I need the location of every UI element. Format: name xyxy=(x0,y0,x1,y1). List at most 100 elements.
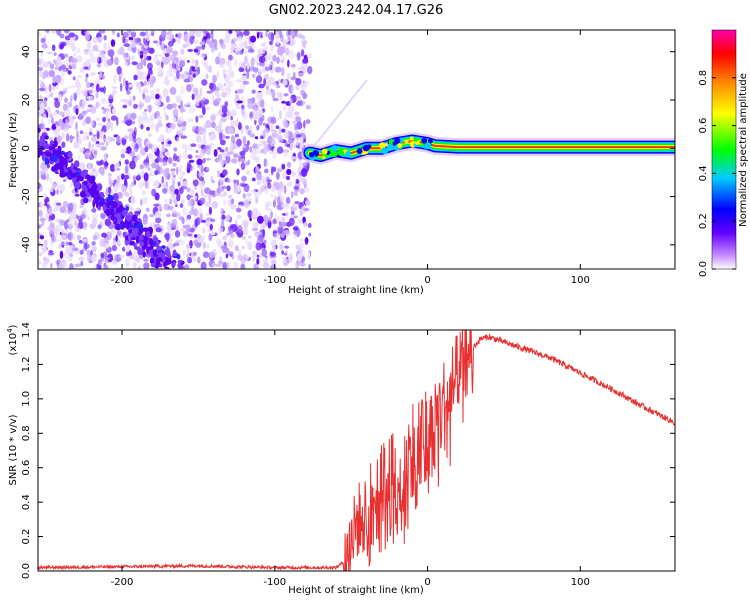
noise-blob xyxy=(267,208,273,212)
noise-blob xyxy=(179,59,186,68)
noise-blob xyxy=(128,206,134,212)
noise-blob xyxy=(245,124,249,130)
noise-blob xyxy=(205,73,209,80)
dense-band-blob xyxy=(177,259,182,265)
noise-blob xyxy=(194,155,202,159)
noise-blob xyxy=(289,38,297,46)
ridge-blob xyxy=(409,136,414,141)
noise-blob xyxy=(48,188,54,193)
noise-blob xyxy=(203,33,207,37)
noise-blob xyxy=(91,208,97,213)
noise-blob xyxy=(78,239,83,244)
noise-blob xyxy=(288,50,295,60)
dense-band-blob xyxy=(121,224,128,228)
noise-blob xyxy=(103,160,109,170)
noise-blob xyxy=(64,97,69,103)
noise-blob xyxy=(233,153,239,158)
noise-blob xyxy=(51,184,57,189)
noise-blob xyxy=(62,200,69,208)
noise-blob xyxy=(219,193,226,198)
noise-blob xyxy=(125,180,128,189)
dense-band-blob xyxy=(133,227,139,234)
noise-blob xyxy=(172,243,176,248)
noise-blob xyxy=(60,64,66,70)
noise-blob xyxy=(134,251,137,261)
noise-blob xyxy=(274,195,278,202)
noise-blob xyxy=(180,135,188,139)
noise-blob xyxy=(180,227,187,232)
noise-blob xyxy=(281,221,288,227)
noise-blob xyxy=(192,179,199,187)
noise-blob xyxy=(146,62,153,70)
noise-blob xyxy=(183,74,189,79)
noise-blob xyxy=(225,83,231,91)
noise-blob xyxy=(195,45,201,49)
snr-y-tick-label: 0.6 xyxy=(21,460,32,476)
noise-blob xyxy=(55,74,62,84)
noise-blob xyxy=(282,105,288,111)
noise-blob xyxy=(220,87,226,92)
noise-blob xyxy=(177,32,183,39)
noise-blob xyxy=(281,216,285,221)
ridge-blob xyxy=(413,137,418,142)
noise-blob xyxy=(68,41,75,48)
spectrogram-y-tick-label: 0 xyxy=(21,145,32,151)
noise-blob xyxy=(260,48,266,55)
noise-blob xyxy=(301,167,308,177)
noise-blob xyxy=(291,156,298,160)
noise-blob xyxy=(79,249,84,255)
noise-blob xyxy=(130,42,137,48)
noise-blob xyxy=(158,157,164,163)
dense-band-blob xyxy=(82,169,89,174)
noise-blob xyxy=(184,145,188,152)
noise-blob xyxy=(280,137,284,144)
noise-blob xyxy=(186,195,193,199)
dense-band-blob xyxy=(70,162,75,169)
noise-blob xyxy=(93,150,98,156)
noise-blob xyxy=(238,249,242,255)
noise-blob xyxy=(137,265,141,269)
snr-y-label: SNR (10 * v/v) xyxy=(8,414,19,485)
noise-blob xyxy=(103,42,107,51)
noise-blob xyxy=(88,162,92,172)
dense-band-blob xyxy=(112,192,119,202)
noise-blob xyxy=(92,44,99,52)
noise-blob xyxy=(187,48,194,52)
noise-blob xyxy=(38,170,42,180)
noise-blob xyxy=(284,121,289,128)
noise-blob xyxy=(119,82,123,92)
noise-blob xyxy=(201,53,207,57)
noise-blob xyxy=(107,118,111,123)
colorbar-tick-label: 0.4 xyxy=(698,165,709,181)
noise-blob xyxy=(209,251,216,259)
noise-blob xyxy=(125,120,133,126)
ridge-blob xyxy=(386,143,394,151)
noise-blob xyxy=(219,149,225,153)
noise-blob xyxy=(187,233,193,237)
dense-band-blob xyxy=(143,239,148,249)
faint-track-dot xyxy=(345,103,349,106)
noise-blob xyxy=(206,244,210,249)
noise-blob xyxy=(81,238,89,242)
noise-blob xyxy=(47,118,51,125)
noise-blob xyxy=(258,117,263,126)
noise-blob xyxy=(262,263,265,268)
noise-blob xyxy=(298,66,305,71)
noise-blob xyxy=(246,140,250,146)
noise-blob xyxy=(199,197,206,205)
noise-blob xyxy=(270,211,273,219)
noise-blob xyxy=(86,40,92,50)
noise-blob xyxy=(103,35,107,41)
noise-blob xyxy=(121,246,126,252)
spectrogram-x-tick-label: -200 xyxy=(111,275,134,286)
noise-blob xyxy=(166,222,172,230)
noise-blob xyxy=(55,184,61,190)
faint-track-dot xyxy=(356,90,359,93)
noise-blob xyxy=(95,160,100,165)
noise-blob xyxy=(73,141,80,149)
noise-blob xyxy=(62,103,68,111)
noise-blob xyxy=(197,126,205,135)
noise-blob xyxy=(275,125,280,129)
noise-blob xyxy=(86,253,91,263)
